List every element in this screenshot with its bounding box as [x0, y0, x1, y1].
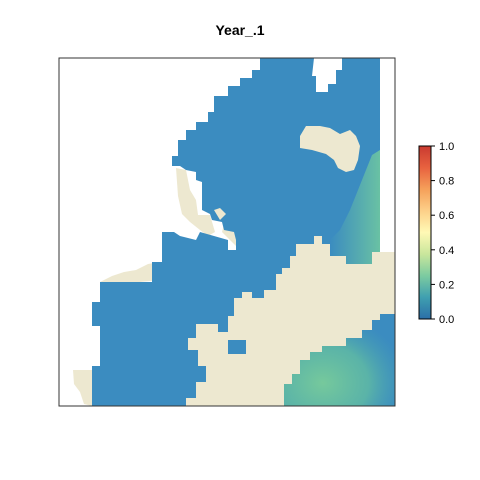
- hotspot-southeast: [284, 314, 395, 406]
- colorbar-tick-label: 1.0: [439, 141, 454, 153]
- colorbar: [418, 145, 432, 320]
- hotspot-east: [330, 150, 380, 264]
- land-patch: [100, 262, 160, 284]
- map-frame: [58, 57, 396, 407]
- colorbar-tick-label: 0.4: [439, 245, 454, 257]
- land-island: [214, 208, 226, 220]
- water-notch: [228, 340, 246, 354]
- colorbar-tick-label: 0.0: [439, 314, 454, 326]
- land-patch: [176, 168, 215, 236]
- colorbar-tick-label: 0.6: [439, 210, 454, 222]
- map-raster: [73, 58, 395, 406]
- land-island: [300, 126, 360, 172]
- colorbar-tick-label: 0.8: [439, 176, 454, 188]
- map-title: Year_.1: [215, 22, 265, 38]
- colorbar-legend: 0.0 0.2 0.4 0.6 0.8 1.0: [418, 141, 454, 326]
- land-patch: [73, 370, 92, 406]
- colorbar-tick-label: 0.2: [439, 279, 454, 291]
- nodata-gap: [312, 58, 342, 92]
